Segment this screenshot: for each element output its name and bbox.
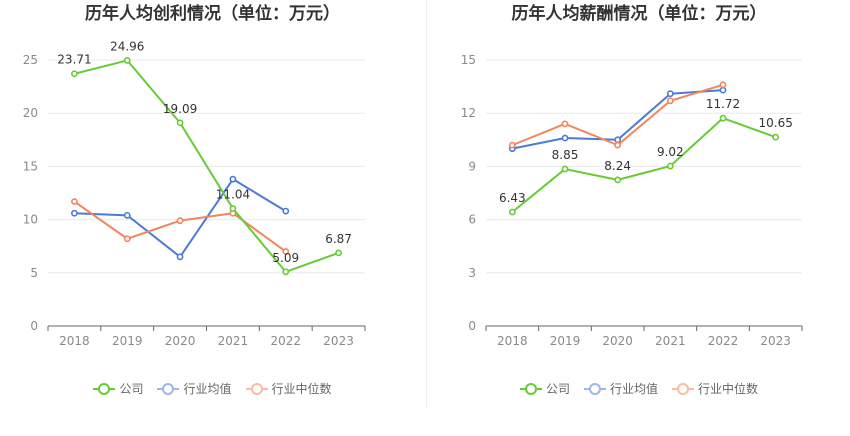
data-point — [614, 141, 622, 149]
series-line — [511, 117, 777, 213]
legend-item-industry-avg[interactable]: 行业均值 — [157, 380, 232, 397]
data-label: 8.85 — [552, 148, 579, 162]
legend-line-marker-icon — [245, 382, 268, 395]
data-point — [123, 57, 131, 64]
data-point — [719, 114, 727, 122]
legend-line-marker-icon — [157, 382, 180, 395]
legend-line-marker-icon — [519, 382, 542, 395]
x-tick-label: 2019 — [550, 334, 581, 348]
data-point — [71, 70, 78, 78]
legend-item-company[interactable]: 公司 — [93, 380, 143, 397]
x-tick-label: 2021 — [218, 334, 249, 348]
data-point — [229, 205, 237, 212]
series-line — [511, 83, 724, 147]
y-tick-label: 15 — [23, 159, 38, 173]
data-point — [561, 120, 569, 128]
series-line — [73, 200, 287, 253]
data-label: 5.09 — [272, 251, 299, 265]
data-point — [282, 268, 290, 276]
legend-label: 公司 — [119, 382, 144, 396]
data-label: 9.02 — [657, 145, 684, 159]
legend-label: 行业中位数 — [698, 382, 759, 396]
legend-label: 行业中位数 — [271, 382, 332, 396]
legend-item-industry-median[interactable]: 行业中位数 — [245, 380, 332, 397]
data-point — [176, 119, 184, 127]
legend-item-industry-avg[interactable]: 行业均值 — [583, 380, 658, 397]
data-label: 24.96 — [110, 39, 144, 53]
data-point — [719, 81, 727, 89]
x-tick-label: 2018 — [59, 334, 90, 348]
y-tick-label: 10 — [23, 213, 38, 227]
data-point — [666, 162, 674, 170]
x-tick-label: 2021 — [655, 334, 686, 348]
y-tick-label: 0 — [468, 319, 476, 333]
data-label: 6.43 — [499, 191, 526, 205]
y-tick-label: 12 — [461, 106, 476, 120]
data-point — [772, 133, 780, 141]
y-tick-label: 5 — [30, 266, 38, 280]
chart-title: 历年人均薪酬情况（单位：万元） — [511, 4, 767, 24]
legend-line-marker-icon — [583, 382, 606, 395]
chart-title: 历年人均创利情况（单位：万元） — [85, 4, 340, 24]
legend-item-company[interactable]: 公司 — [519, 380, 570, 397]
y-tick-label: 15 — [461, 53, 476, 67]
x-tick-label: 2020 — [602, 334, 633, 348]
data-point — [123, 211, 131, 219]
chart-panel-salary: 历年人均薪酬情况（单位：万元） 0 3 6 9 12 15 2018 2019 2020 2021… — [428, 0, 850, 436]
legend-line-marker-icon — [672, 382, 694, 395]
data-point — [666, 97, 674, 105]
data-label: 6.87 — [325, 232, 352, 246]
data-point — [561, 134, 569, 142]
x-tick-label: 2019 — [112, 334, 143, 348]
y-tick-label: 25 — [23, 53, 38, 67]
y-tick-label: 20 — [23, 106, 38, 120]
data-point — [335, 249, 342, 257]
data-label: 10.65 — [758, 116, 792, 130]
x-tick-label: 2018 — [497, 334, 528, 348]
data-point — [176, 253, 184, 261]
legend-label: 行业均值 — [183, 382, 232, 396]
series-line — [74, 59, 339, 273]
y-tick-label: 6 — [468, 213, 476, 227]
data-label: 11.72 — [706, 97, 740, 111]
data-point — [282, 207, 290, 215]
chart-panel-profit: 历年人均创利情况（单位：万元） 0 5 10 15 20 25 2018 2019 2020 20… — [0, 4, 425, 397]
x-tick-label: 2023 — [760, 334, 791, 348]
data-point — [561, 165, 569, 173]
profit-line-chart: 0 5 10 15 20 25 2018 2019 2020 2021 2022 2023 23.71 2… — [23, 39, 366, 348]
x-tick-label: 2022 — [708, 334, 739, 348]
salary-line-chart: 0 3 6 9 12 15 2018 2019 2020 2021 2022 2023 6.43 8.85… — [461, 53, 803, 348]
x-tick-label: 2022 — [270, 334, 301, 348]
data-point — [508, 208, 516, 216]
panel-divider — [426, 0, 427, 408]
x-tick-label: 2023 — [323, 334, 354, 348]
data-point — [614, 136, 622, 144]
data-label: 8.24 — [604, 159, 631, 173]
legend-item-industry-median[interactable]: 行业中位数 — [672, 380, 758, 397]
x-tick-label: 2020 — [165, 334, 196, 348]
legend-label: 公司 — [545, 382, 570, 396]
data-point — [282, 248, 290, 255]
data-point — [229, 175, 237, 183]
data-point — [666, 90, 674, 98]
data-label: 19.09 — [163, 102, 197, 116]
data-label: 23.71 — [57, 53, 91, 67]
legend: 公司 行业均值 行业中位数 — [0, 380, 425, 397]
data-point — [71, 209, 78, 217]
y-tick-label: 9 — [468, 159, 476, 173]
legend: 公司 行业均值 行业中位数 — [428, 380, 850, 397]
y-tick-label: 0 — [30, 319, 38, 333]
legend-line-marker-icon — [93, 382, 116, 395]
legend-label: 行业均值 — [609, 382, 658, 396]
data-point — [123, 235, 131, 243]
y-tick-label: 3 — [468, 266, 476, 280]
data-point — [176, 217, 184, 225]
data-point — [508, 141, 516, 149]
data-point — [719, 86, 727, 94]
data-label: 11.04 — [216, 188, 250, 202]
data-point — [614, 176, 622, 184]
data-point — [71, 198, 78, 205]
